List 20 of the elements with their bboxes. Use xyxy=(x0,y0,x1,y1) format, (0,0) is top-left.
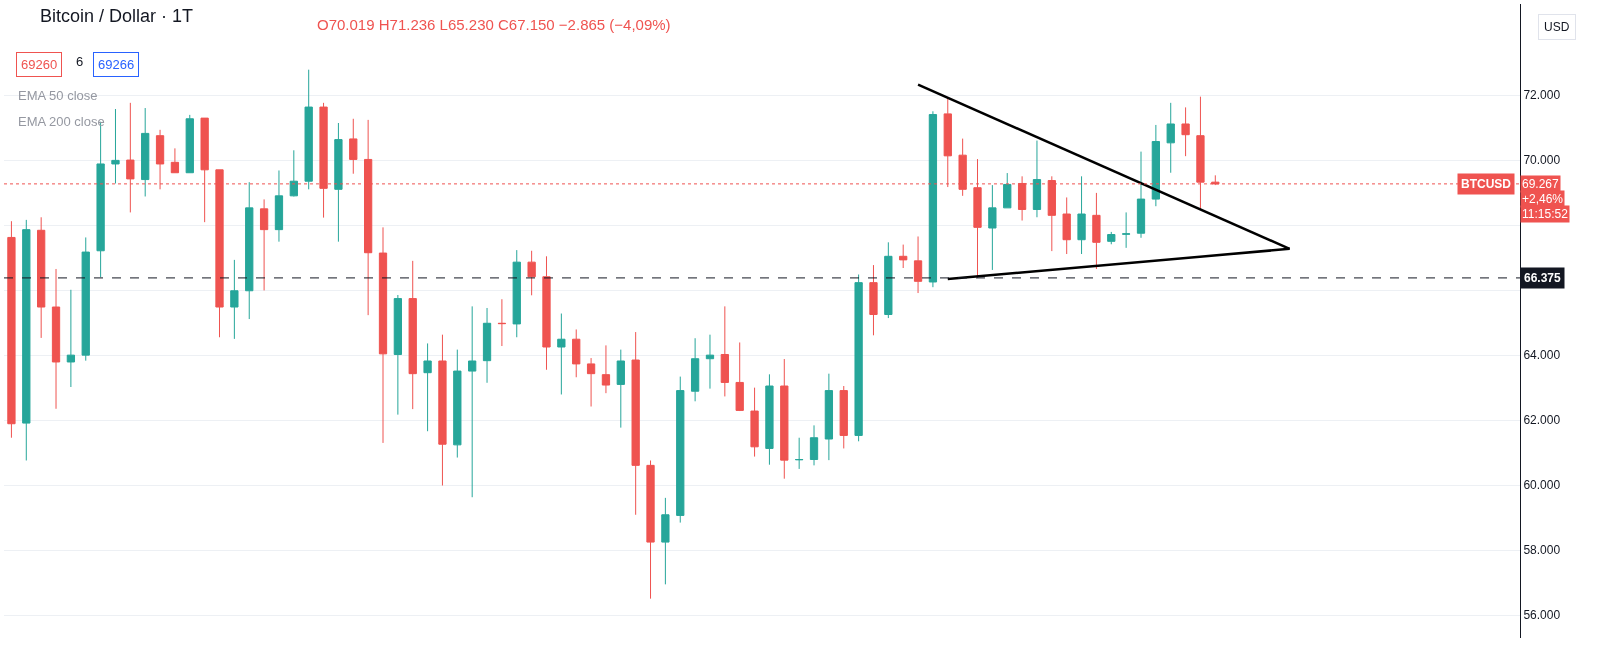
y-tick-label: 70.000 xyxy=(1523,153,1561,168)
y-tick-label: 58.000 xyxy=(1523,543,1561,558)
y-tick-label: 62.000 xyxy=(1523,413,1561,428)
y-tick-label: 56.000 xyxy=(1523,608,1561,623)
annotation: EMA 200 close xyxy=(18,114,105,129)
annotation: EMA 50 close xyxy=(18,88,98,103)
y-tick-label: 72.000 xyxy=(1523,88,1561,103)
text: 11:15:52 xyxy=(1522,207,1569,221)
y-tick-label: 64.000 xyxy=(1523,348,1561,363)
annotation: 69260 xyxy=(21,57,58,72)
annotation: 6 xyxy=(76,54,84,69)
annotation: 69266 xyxy=(98,57,135,72)
y-tick-label: 60.000 xyxy=(1523,478,1561,493)
text: USD xyxy=(1544,20,1570,34)
text: +2,46% xyxy=(1522,192,1564,206)
annotation: O70.019 H71.236 L65.230 C67.150 −2.865 (−4,09%) xyxy=(317,16,671,33)
chart-title: Bitcoin / Dollar · 1T xyxy=(40,6,194,27)
ref-line-label: BTCUSD xyxy=(1461,177,1512,191)
ref-line-label: 66.375 xyxy=(1524,271,1562,285)
text: 69.267 xyxy=(1522,177,1560,191)
